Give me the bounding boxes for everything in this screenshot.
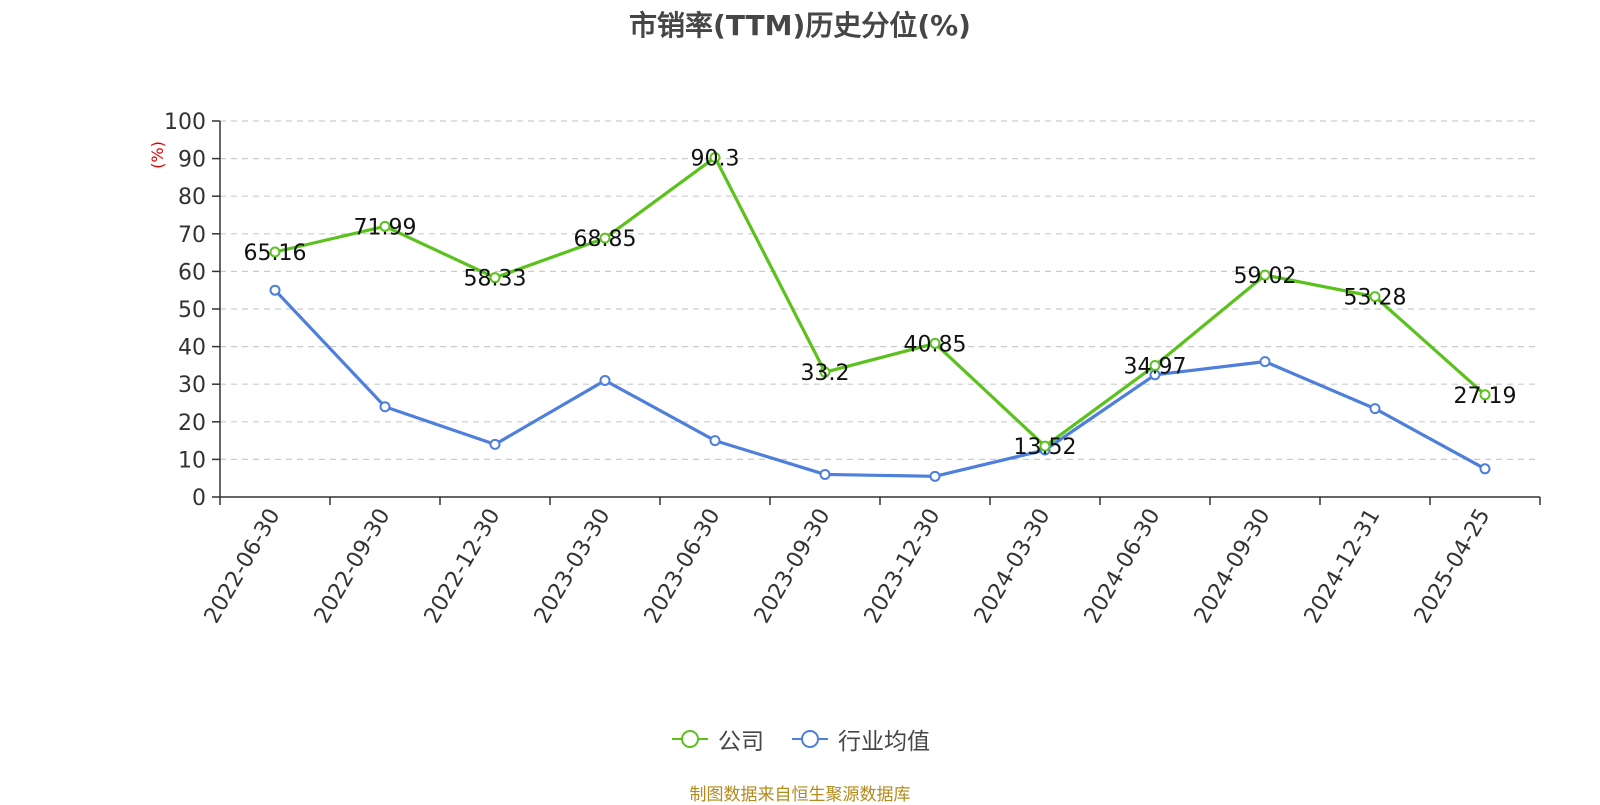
data-point: [599, 374, 611, 386]
data-point: [709, 151, 721, 163]
x-tick-label: 2023-09-30: [750, 505, 836, 628]
data-point: [489, 438, 501, 450]
data-point: [1149, 360, 1161, 372]
y-tick-label: 90: [178, 148, 206, 173]
data-point: [1479, 389, 1491, 401]
data-label: 40.85: [904, 332, 967, 357]
data-point: [269, 284, 281, 296]
data-point: [709, 435, 721, 447]
data-point: [1369, 291, 1381, 303]
x-tick-label: 2022-12-30: [420, 505, 506, 628]
legend-industry-marker-icon: [792, 730, 828, 748]
data-label: 71.99: [354, 215, 417, 240]
data-point: [489, 272, 501, 284]
data-point: [929, 470, 941, 482]
y-tick-label: 60: [178, 260, 206, 285]
y-tick-label: 80: [178, 185, 206, 210]
x-tick-label: 2023-06-30: [640, 505, 726, 628]
data-label: 58.33: [464, 267, 527, 292]
data-point: [269, 246, 281, 258]
data-point: [929, 337, 941, 349]
legend-company-label: 公司: [718, 729, 764, 755]
data-point: [1259, 356, 1271, 368]
data-point: [379, 401, 391, 413]
data-point: [819, 468, 831, 480]
x-tick-label: 2024-06-30: [1080, 505, 1166, 628]
chart-title: 市销率(TTM)历史分位(%): [629, 9, 971, 42]
legend-item-industry[interactable]: 行业均值: [790, 722, 930, 756]
series-line: [273, 289, 1486, 478]
y-tick-label: 20: [178, 411, 206, 436]
data-point: [1479, 463, 1491, 475]
legend-industry-label: 行业均值: [838, 729, 930, 755]
x-tick-label: 2023-12-30: [860, 505, 946, 628]
y-tick-label: 0: [192, 486, 206, 511]
y-tick-label: 70: [178, 223, 206, 248]
data-point: [819, 366, 831, 378]
grid-lines: [220, 120, 1540, 460]
data-label: 27.19: [1454, 384, 1517, 409]
y-tick-label: 40: [178, 336, 206, 361]
legend-company-marker-icon: [672, 730, 708, 748]
legend: 公司 行业均值: [0, 722, 1600, 756]
x-tick-label: 2023-03-30: [530, 505, 616, 628]
data-label: 90.3: [691, 146, 740, 171]
data-point: [1259, 269, 1271, 281]
y-tick-label: 50: [178, 298, 206, 323]
data-label: 13.52: [1014, 435, 1077, 460]
x-tick-label: 2025-04-25: [1410, 505, 1496, 628]
data-point: [379, 220, 391, 232]
data-label: 34.97: [1124, 355, 1187, 380]
y-tick-label: 10: [178, 448, 206, 473]
data-label: 68.85: [574, 227, 637, 252]
x-tick-label: 2022-06-30: [200, 505, 286, 628]
x-tick-label: 2024-09-30: [1190, 505, 1276, 628]
x-tick-label: 2024-12-31: [1300, 505, 1386, 628]
data-label: 33.2: [801, 361, 850, 386]
legend-item-company[interactable]: 公司: [670, 722, 764, 756]
data-point: [599, 232, 611, 244]
x-tick-label: 2022-09-30: [310, 505, 396, 628]
data-label: 65.16: [244, 241, 307, 266]
data-label: 53.28: [1344, 286, 1407, 311]
data-label: 59.02: [1234, 264, 1297, 289]
y-axis-label: (%): [148, 141, 167, 169]
data-labels: 65.16 71.99 58.33 68.85 90.3 33.2 40.85 13.52 34…: [244, 146, 1517, 460]
data-point: [1039, 440, 1051, 452]
source-note: 制图数据来自恒生聚源数据库: [689, 785, 911, 805]
y-tick-label: 30: [178, 373, 206, 398]
series: [269, 151, 1491, 482]
y-tick-label: 100: [164, 110, 206, 135]
x-tick-label: 2024-03-30: [970, 505, 1056, 628]
series-line: [274, 155, 1487, 448]
data-point: [1369, 403, 1381, 415]
